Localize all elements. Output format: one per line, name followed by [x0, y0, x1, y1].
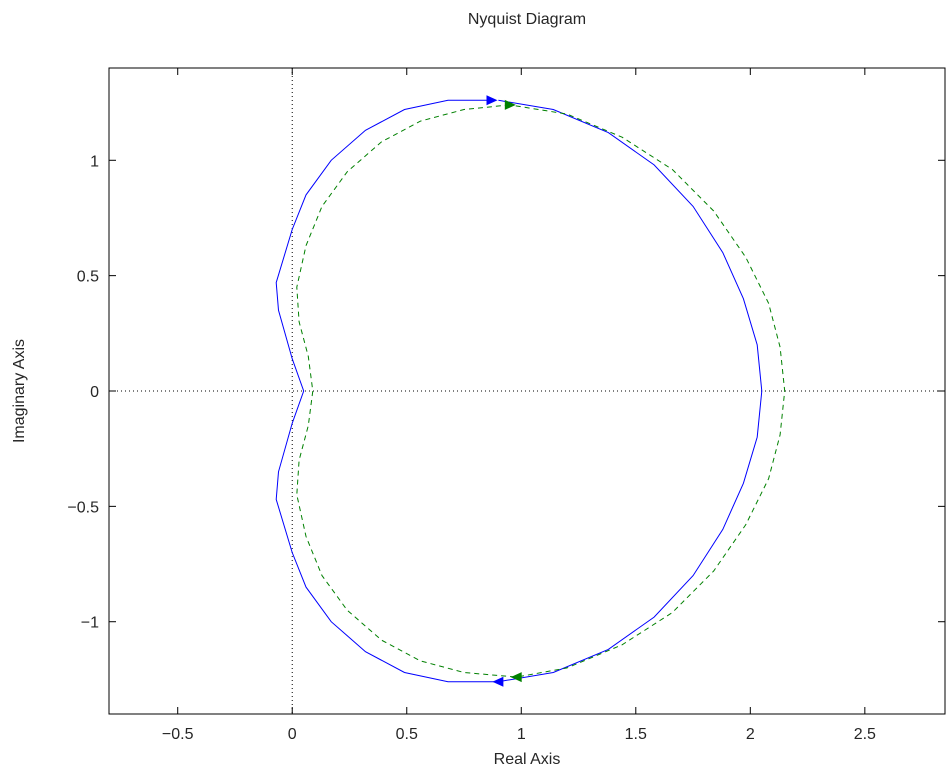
plot-area: [108, 67, 946, 715]
series-1-line: [275, 99, 763, 683]
zero-lines: [109, 68, 945, 714]
y-tick-label: −0.5: [67, 499, 99, 516]
y-tick-label: 1: [90, 153, 99, 170]
y-tick-label: 0.5: [77, 269, 99, 286]
series-2-line: [296, 104, 786, 678]
y-axis-label: Imaginary Axis: [11, 339, 28, 443]
series-2-direction-arrow: [504, 99, 516, 110]
x-axis-label: Real Axis: [494, 751, 561, 768]
chart-title: Nyquist Diagram: [468, 11, 586, 28]
y-tick-label: 0: [90, 384, 99, 401]
x-tick-label: 0.5: [396, 726, 418, 743]
x-tick-label: 1.5: [625, 726, 647, 743]
x-tick-label: −0.5: [162, 726, 194, 743]
x-tick-label: 1: [517, 726, 526, 743]
y-tick-label: −1: [81, 615, 99, 632]
x-tick-label: 2.5: [854, 726, 876, 743]
axis-ticks: −0.5 0 0.5 1 1.5 2 2.5 −1 −0.5 0 0.5 1: [67, 68, 945, 743]
data-series: [275, 95, 786, 687]
x-tick-label: 2: [746, 726, 755, 743]
series-2-direction-arrow: [510, 672, 522, 683]
series-1-direction-arrow: [492, 676, 504, 687]
series-1-direction-arrow: [486, 95, 498, 106]
x-tick-label: 0: [288, 726, 297, 743]
